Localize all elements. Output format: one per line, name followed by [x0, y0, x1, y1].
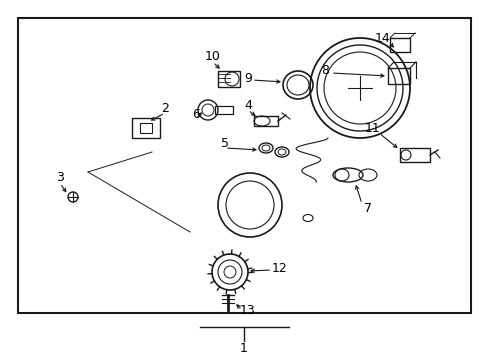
Bar	[253, 116, 278, 126]
Text: 7: 7	[363, 202, 371, 215]
Bar	[399, 148, 429, 162]
Bar	[132, 118, 160, 138]
Text: 3: 3	[56, 171, 64, 184]
Bar	[387, 68, 409, 84]
Text: 11: 11	[365, 122, 380, 135]
Text: 8: 8	[320, 63, 328, 77]
Bar	[389, 38, 409, 52]
Text: 5: 5	[221, 136, 228, 149]
Text: 9: 9	[244, 72, 251, 85]
Text: 10: 10	[204, 50, 221, 63]
Text: 6: 6	[192, 108, 200, 121]
Text: 14: 14	[374, 32, 390, 45]
Bar	[140, 123, 152, 133]
Text: 2: 2	[161, 102, 168, 114]
Text: 1: 1	[240, 342, 247, 356]
Text: 12: 12	[271, 261, 287, 274]
Bar	[218, 71, 240, 87]
Text: 4: 4	[244, 99, 251, 112]
Text: 13: 13	[240, 303, 255, 316]
Bar	[215, 106, 232, 114]
Bar	[18, 18, 470, 313]
